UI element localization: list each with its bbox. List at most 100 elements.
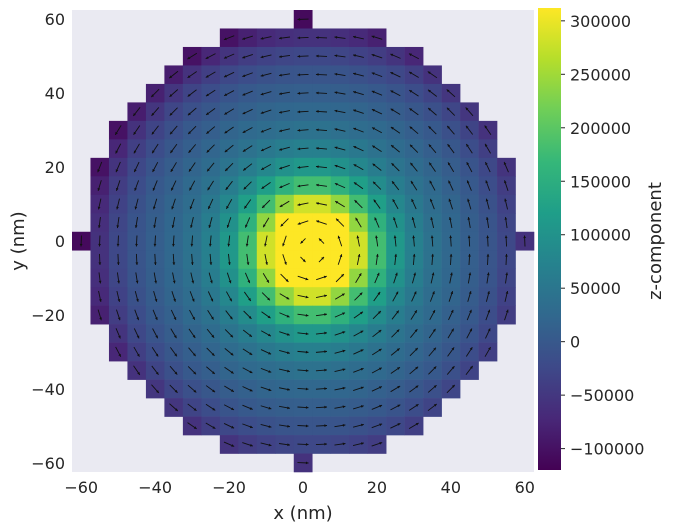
magnetization-arrow: [465, 346, 473, 357]
magnetization-arrow: [133, 328, 140, 339]
magnetization-arrow: [152, 309, 158, 321]
magnetization-arrow: [297, 443, 309, 446]
magnetization-arrow: [260, 349, 272, 355]
magnetization-arrow: [264, 235, 268, 247]
magnetization-arrow: [115, 328, 121, 339]
magnetization-arrow: [242, 329, 253, 338]
magnetization-arrow: [208, 217, 213, 228]
magnetization-arrow: [297, 387, 309, 391]
magnetization-arrow: [371, 127, 383, 134]
magnetization-arrow: [354, 292, 363, 301]
magnetization-arrow: [187, 125, 197, 135]
magnetization-arrow: [225, 291, 233, 302]
magnetization-arrow: [260, 36, 272, 40]
magnetization-arrow: [279, 164, 290, 170]
magnetization-arrow: [134, 290, 139, 302]
magnetization-arrow: [190, 217, 194, 229]
magnetization-arrow: [97, 180, 102, 191]
magnetization-arrow: [371, 386, 383, 392]
magnetization-arrow: [115, 161, 121, 173]
magnetization-arrow: [116, 290, 121, 302]
magnetization-arrow: [242, 423, 253, 429]
magnetization-arrow: [429, 309, 436, 321]
magnetization-arrow: [134, 180, 140, 191]
magnetization-arrow: [242, 442, 253, 447]
magnetization-arrow: [207, 291, 214, 302]
magnetization-arrow: [412, 235, 416, 247]
magnetization-arrow: [260, 127, 272, 133]
magnetization-arrow: [297, 17, 309, 21]
magnetization-arrow: [208, 272, 213, 284]
magnetization-arrow: [410, 162, 418, 172]
magnetization-arrow: [170, 162, 177, 173]
magnetization-arrow: [449, 235, 453, 247]
magnetization-arrow: [467, 216, 471, 229]
magnetization-arrow: [187, 422, 197, 430]
magnetization-arrow: [297, 424, 309, 428]
magnetization-arrow: [135, 272, 139, 284]
magnetization-arrow: [408, 403, 419, 411]
magnetization-arrow: [466, 328, 473, 339]
magnetization-arrow: [465, 365, 474, 376]
magnetization-arrow: [114, 125, 122, 136]
colorbar-tick-label: 0: [570, 333, 580, 352]
colorbar-tick-label: 300000: [570, 12, 631, 31]
magnetization-arrow: [353, 311, 364, 319]
magnetization-arrow: [315, 146, 328, 150]
magnetization-arrow: [374, 217, 380, 228]
magnetization-arrow: [334, 72, 346, 76]
magnetization-arrow: [190, 272, 195, 284]
magnetization-arrow: [468, 253, 471, 266]
magnetization-arrow: [189, 198, 195, 210]
magnetization-arrow: [484, 346, 491, 357]
magnetization-arrow: [447, 162, 455, 173]
x-tick-label: 20: [367, 478, 387, 497]
magnetization-arrow: [371, 108, 383, 115]
magnetization-arrow: [228, 253, 231, 266]
x-axis-label: x (nm): [273, 503, 332, 524]
magnetization-arrow: [297, 461, 309, 465]
magnetization-arrow: [371, 72, 383, 78]
magnetization-arrow: [223, 423, 235, 429]
magnetization-arrow: [116, 309, 121, 321]
magnetization-arrow: [224, 144, 234, 153]
magnetization-arrow: [431, 253, 434, 266]
magnetization-arrow: [353, 349, 364, 355]
x-tick-label: 60: [515, 478, 535, 497]
magnetization-arrow: [297, 369, 309, 372]
magnetization-arrow: [485, 216, 490, 229]
magnetization-arrow: [206, 162, 215, 172]
magnetization-arrow: [262, 217, 270, 228]
magnetization-arrow: [224, 348, 234, 356]
magnetization-arrow: [352, 405, 364, 410]
magnetization-arrow: [151, 365, 159, 376]
magnetization-arrow: [334, 293, 345, 300]
y-axis-ticks: −60 −40 −20 0 20 40 60: [31, 10, 65, 473]
magnetization-arrow: [335, 273, 345, 283]
magnetization-arrow: [467, 290, 472, 302]
magnetization-arrow: [282, 254, 287, 265]
magnetization-arrow: [390, 108, 401, 115]
magnetization-arrow: [390, 366, 401, 374]
magnetization-arrow: [260, 109, 272, 114]
magnetization-arrow: [297, 350, 309, 354]
magnetization-arrow: [279, 331, 290, 336]
magnetization-arrow: [315, 313, 328, 317]
magnetization-arrow: [207, 180, 214, 191]
magnetization-arrow: [371, 442, 383, 447]
magnetization-arrow: [334, 91, 346, 95]
magnetization-arrow: [352, 35, 364, 40]
magnetization-arrow: [315, 165, 328, 169]
magnetization-arrow: [411, 217, 416, 228]
colorbar-tick-label: 100000: [570, 226, 631, 245]
colorbar-tick-label: −50000: [570, 386, 634, 405]
magnetization-arrow: [372, 163, 382, 171]
magnetization-arrow: [79, 235, 83, 247]
magnetization-arrow: [411, 198, 417, 210]
magnetization-arrow: [315, 424, 328, 428]
magnetization-arrow: [390, 90, 401, 97]
magnetization-arrow: [315, 368, 328, 372]
magnetization-arrow: [170, 328, 177, 339]
magnetization-arrow: [278, 73, 291, 77]
magnetization-arrow: [430, 235, 434, 247]
